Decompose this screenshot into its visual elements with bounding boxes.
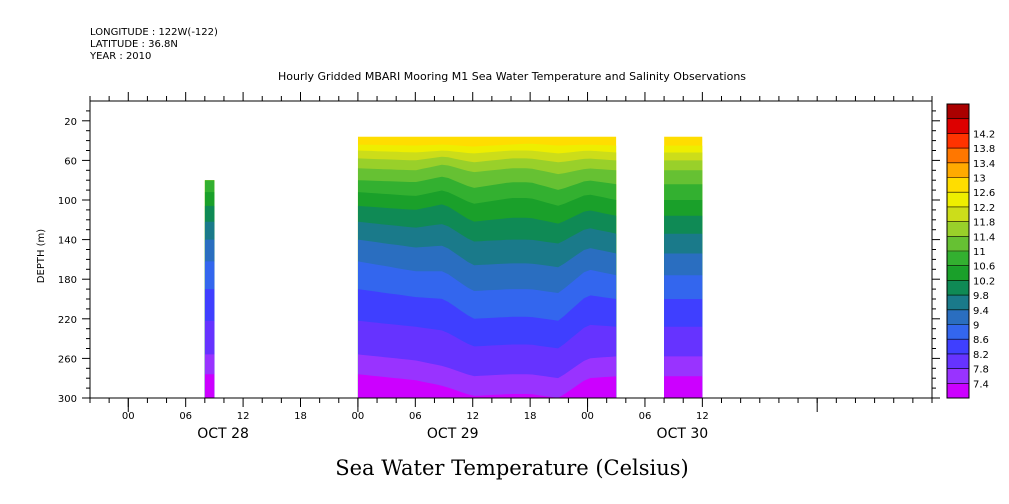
y-tick-label: 60 [64,156,77,167]
colorbar-label: 13.8 [973,144,995,155]
y-tick-label: 140 [58,236,77,247]
colorbar-label: 10.2 [973,276,995,287]
colorbar-label: 8.6 [973,335,989,346]
chart-title: Hourly Gridded MBARI Mooring M1 Sea Wate… [278,70,746,83]
colorbar-swatch [947,162,969,178]
colorbar-swatch [947,236,969,252]
colorbar-swatch [947,148,969,164]
y-tick-label: 220 [58,315,77,326]
colorbar-swatch [947,206,969,223]
colorbar-label: 9.4 [973,306,989,317]
colorbar-swatch [947,104,969,120]
y-tick-label: 20 [64,117,77,128]
x-tick-label: 12 [696,411,709,422]
y-axis-label: DEPTH (m) [36,229,47,283]
colorbar-swatch [947,280,969,296]
plot-area: 00 06 12 18 00 06 12 18 00 06 12 OCT 28 OCT 29 OCT 30… [58,92,940,442]
temperature-band [204,374,215,398]
colorbar-label: 9.8 [973,291,989,302]
colorbar-label: 11.8 [973,218,995,229]
x-tick-label: 06 [409,411,422,422]
colorbar-swatch [947,177,969,193]
colorbar-label: 12.6 [973,188,995,199]
colorbar-swatch [947,309,969,325]
colorbar-label: 13.4 [973,159,995,170]
x-day-label: OCT 29 [427,426,479,442]
latitude-label: LATITUDE : 36.8N [90,39,178,50]
colorbar-swatch [947,383,969,399]
x-tick-label: 06 [639,411,652,422]
colorbar-label: 14.2 [973,129,995,140]
colorbar-swatch [947,221,969,237]
x-tick-label: 12 [237,411,250,422]
colorbar-swatch [947,118,969,134]
colorbar-label: 13 [973,174,986,185]
x-tick-label: 00 [122,411,135,422]
x-tick-label: 00 [352,411,365,422]
colorbar-swatch [947,339,969,355]
x-tick-label: 18 [524,411,537,422]
temperature-band [357,374,617,398]
colorbar-swatch [947,324,969,340]
longitude-label: LONGITUDE : 122W(-122) [90,27,218,38]
data-segment [664,136,703,398]
data-segment [357,136,617,398]
colorbar-swatch [947,353,969,370]
colorbar-label: 11 [973,247,986,258]
temperature-band [664,376,703,398]
colorbar-label: 7.8 [973,365,989,376]
data-segment [204,180,215,398]
colorbar-swatch [947,192,969,208]
colorbar-label: 11.4 [973,232,995,243]
y-tick-label: 100 [58,196,77,207]
variable-title: Sea Water Temperature (Celsius) [335,456,689,480]
x-tick-label: 06 [179,411,192,422]
x-day-label: OCT 30 [657,426,709,442]
colorbar: 7.4 7.8 8.2 8.6 9 9.4 9.8 10.2 10.6 11 11.4 11.8 12.… [946,103,995,399]
y-tick-label: 260 [58,354,77,365]
y-tick-label: 300 [58,394,77,405]
x-tick-label: 00 [581,411,594,422]
colorbar-swatch [947,265,969,281]
colorbar-label: 7.4 [973,379,989,390]
colorbar-label: 8.2 [973,350,989,361]
x-day-label: OCT 28 [197,426,249,442]
colorbar-swatch [947,295,969,311]
header-metadata: LONGITUDE : 122W(-122) LATITUDE : 36.8N … [89,27,218,62]
colorbar-swatch [947,251,969,267]
colorbar-label: 9 [973,321,979,332]
year-label: YEAR : 2010 [89,51,151,62]
colorbar-swatch [947,368,969,384]
y-tick-label: 180 [58,275,77,286]
colorbar-swatch [947,133,969,149]
x-tick-label: 18 [294,411,307,422]
colorbar-label: 12.2 [973,203,995,214]
colorbar-label: 10.6 [973,262,995,273]
x-tick-label: 12 [466,411,479,422]
